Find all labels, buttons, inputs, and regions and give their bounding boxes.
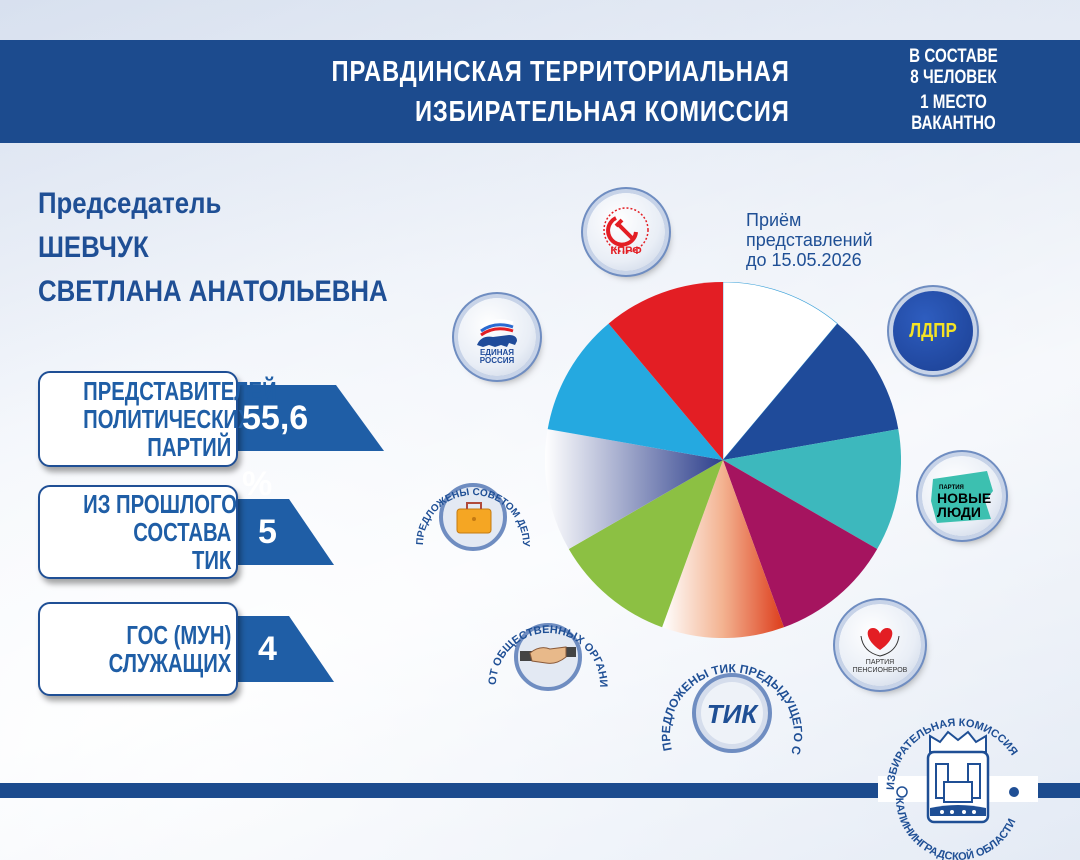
heart-hands-icon: ПАРТИЯ ПЕНСИОНЕРОВ <box>853 628 908 674</box>
svg-text:КПРФ: КПРФ <box>610 245 641 257</box>
footer-bar <box>0 783 1080 798</box>
deadline-line: до 15.05.2026 <box>746 250 862 270</box>
pie-slice-tik <box>662 460 784 638</box>
stat-value: 55,6 % <box>242 399 309 503</box>
composition-line-4: ВАКАНТНО <box>911 113 996 134</box>
stat-label-line: ПОЛИТИЧЕСКИХ <box>83 404 252 434</box>
new-people-logo: ПАРТИЯ НОВЫЕ ЛЮДИ <box>922 456 1002 536</box>
composition-pie-chart <box>545 282 901 638</box>
pie-slice-council <box>545 429 723 549</box>
ldpr-text: ЛДПР <box>909 319 957 342</box>
hammer-sickle-icon: КПРФ <box>603 207 649 257</box>
pie-slice-kprf <box>608 282 723 460</box>
composition-line-3: 1 МЕСТО <box>920 92 988 113</box>
pensioners-party-logo: ПАРТИЯ ПЕНСИОНЕРОВ <box>839 604 921 686</box>
stat-label-line: ИЗ ПРОШЛОГО <box>83 489 238 519</box>
bear-flag-icon: ЕДИНАЯ РОССИЯ <box>477 319 517 365</box>
page-title: ПРАВДИНСКАЯ ТЕРРИТОРИАЛЬНАЯ ИЗБИРАТЕЛЬНА… <box>332 52 790 132</box>
chairman-name: СВЕТЛАНА АНАТОЛЬЕВНА <box>38 275 388 308</box>
pie-slice-pensioners <box>723 460 878 628</box>
kprf-logo: КПРФ <box>587 193 665 271</box>
stat-value: 5 <box>258 513 277 551</box>
stat-civil-servants: ГОС (МУН) СЛУЖАЩИХ 4 <box>38 602 334 696</box>
svg-text:ПЕНСИОНЕРОВ: ПЕНСИОНЕРОВ <box>853 667 908 674</box>
stat-label-line: СЛУЖАЩИХ <box>108 648 232 678</box>
svg-text:РОССИЯ: РОССИЯ <box>480 356 515 365</box>
coat-of-arms-icon <box>926 730 990 824</box>
pie-slice-ldpr <box>723 323 899 460</box>
stat-label-line: СОСТАВА <box>133 517 232 547</box>
stat-label-line: ПРЕДСТАВИТЕЛЕЙ <box>83 376 277 406</box>
deadline-line: Приём <box>746 210 802 230</box>
svg-text:ПАРТИЯ: ПАРТИЯ <box>866 659 894 666</box>
chairman-block: Председатель ШЕВЧУК СВЕТЛАНА АНАТОЛЬЕВНА <box>38 182 388 314</box>
stat-label-line: ГОС (МУН) <box>126 620 232 650</box>
deadline-line: представлений <box>746 230 873 250</box>
svg-text:ПАРТИЯ: ПАРТИЯ <box>939 485 964 491</box>
composition-info: В СОСТАВЕ 8 ЧЕЛОВЕК 1 МЕСТО ВАКАНТНО <box>909 46 998 134</box>
tik-previous-logo: ТИК ПРЕДЛОЖЕНЫ ТИК ПРЕДЫДУЩЕГО СОСТАВА <box>645 624 805 757</box>
svg-text:ЕДИНАЯ: ЕДИНАЯ <box>480 348 514 357</box>
stat-parties: ПРЕДСТАВИТЕЛЕЙ ПОЛИТИЧЕСКИХ ПАРТИЙ 55,6 … <box>38 371 384 503</box>
united-russia-logo: ЕДИНАЯ РОССИЯ <box>458 298 536 376</box>
handshake-icon <box>520 646 576 664</box>
composition-line-1: В СОСТАВЕ <box>909 46 998 67</box>
pie-slice-vacant <box>722 282 838 461</box>
new-people-icon: ПАРТИЯ НОВЫЕ ЛЮДИ <box>931 471 993 523</box>
tik-text: ТИК <box>707 699 760 729</box>
deadline-note: Приём представлений до 15.05.2026 <box>746 210 873 270</box>
pie-slice-public-orgs <box>568 460 723 628</box>
title-line-1: ПРАВДИНСКАЯ ТЕРРИТОРИАЛЬНАЯ <box>331 56 790 88</box>
stat-box: ПРЕДСТАВИТЕЛЕЙ ПОЛИТИЧЕСКИХ ПАРТИЙ <box>38 371 277 467</box>
briefcase-icon <box>456 502 492 534</box>
council-deputies-logo: ПРЕДЛОЖЕНЫ СОВЕТОМ ДЕПУТАТОВ <box>401 437 531 551</box>
svg-text:НОВЫЕ: НОВЫЕ <box>937 490 991 506</box>
pie-slice-new-people <box>723 429 901 549</box>
stat-value: 4 <box>258 630 277 668</box>
stat-previous-tik: ИЗ ПРОШЛОГО СОСТАВА ТИК 5 <box>38 485 334 579</box>
stat-label-line: ТИК <box>191 545 232 575</box>
title-line-2: ИЗБИРАТЕЛЬНАЯ КОМИССИЯ <box>415 96 790 128</box>
pie-slice-united-russia <box>547 323 723 460</box>
election-commission-emblem: ИЗБИРАТЕЛЬНАЯ КОМИССИЯ КАЛИНИНГРАДСКОЙ О… <box>878 717 1038 860</box>
svg-text:ЛЮДИ: ЛЮДИ <box>937 504 981 520</box>
composition-line-2: 8 ЧЕЛОВЕК <box>910 67 997 88</box>
header-bar <box>0 40 1080 143</box>
chairman-surname: ШЕВЧУК <box>38 231 149 264</box>
stat-box: ИЗ ПРОШЛОГО СОСТАВА ТИК <box>38 485 238 579</box>
stat-box: ГОС (МУН) СЛУЖАЩИХ <box>38 602 238 696</box>
stat-label-line: ПАРТИЙ <box>147 432 232 462</box>
chairman-role: Председатель <box>38 187 222 220</box>
ldpr-logo: ЛДПР <box>893 291 973 371</box>
public-orgs-logo: ОТ ОБЩЕСТВЕННЫХ ОРГАНИЗАЦИЙ <box>474 575 609 691</box>
